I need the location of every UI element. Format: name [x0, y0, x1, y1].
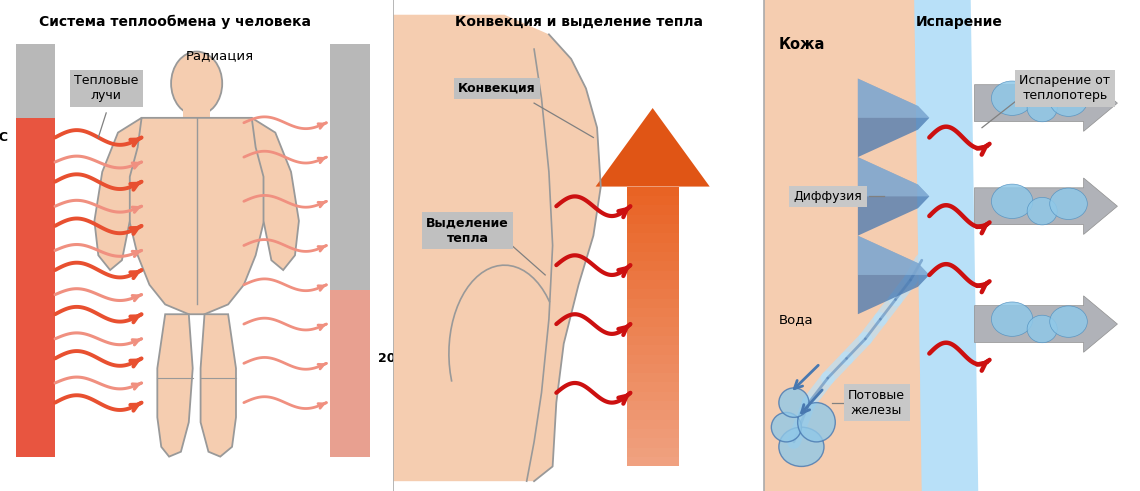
Text: Испарение: Испарение	[915, 15, 1003, 29]
Polygon shape	[858, 236, 929, 314]
FancyArrow shape	[975, 178, 1117, 235]
Ellipse shape	[1027, 315, 1057, 343]
Text: 50°C: 50°C	[0, 131, 8, 144]
Text: Тепловые
лучи: Тепловые лучи	[74, 74, 138, 103]
Ellipse shape	[1027, 94, 1057, 122]
Ellipse shape	[1027, 197, 1057, 225]
Bar	[627, 438, 678, 448]
Text: Радиация: Радиация	[186, 49, 254, 62]
Bar	[627, 401, 678, 410]
Polygon shape	[858, 157, 929, 236]
Ellipse shape	[798, 403, 836, 442]
Text: Конвекция и выделение тепла: Конвекция и выделение тепла	[455, 15, 702, 29]
Bar	[627, 429, 678, 438]
Bar	[627, 289, 678, 299]
Ellipse shape	[779, 388, 809, 417]
Bar	[627, 280, 678, 289]
Ellipse shape	[992, 81, 1033, 115]
Bar	[627, 271, 678, 280]
Circle shape	[171, 52, 222, 115]
Bar	[627, 215, 678, 224]
Ellipse shape	[992, 184, 1033, 218]
Bar	[627, 382, 678, 392]
Text: Вода: Вода	[779, 313, 814, 326]
Bar	[627, 252, 678, 261]
Bar	[627, 299, 678, 308]
Bar	[627, 233, 678, 243]
Polygon shape	[157, 314, 193, 457]
Text: Кожа: Кожа	[779, 37, 825, 52]
Bar	[627, 457, 678, 466]
Bar	[764, 0, 937, 491]
Text: Диффузия: Диффузия	[793, 190, 862, 203]
Bar	[627, 308, 678, 317]
FancyArrow shape	[975, 75, 1117, 131]
Bar	[627, 373, 678, 382]
Text: Конвекция: Конвекция	[458, 82, 536, 95]
Bar	[331, 290, 369, 457]
Bar	[627, 327, 678, 336]
Bar	[627, 224, 678, 233]
Polygon shape	[858, 79, 929, 118]
Ellipse shape	[992, 302, 1033, 336]
Ellipse shape	[1050, 85, 1088, 116]
Polygon shape	[95, 118, 141, 270]
Bar	[182, 88, 211, 118]
Polygon shape	[393, 15, 601, 481]
Bar	[331, 44, 369, 290]
Text: Система теплообмена у человека: Система теплообмена у человека	[39, 15, 311, 29]
Ellipse shape	[1050, 188, 1088, 219]
Text: Потовые
железы: Потовые железы	[848, 388, 905, 417]
Bar	[627, 355, 678, 364]
Bar	[627, 345, 678, 355]
Text: 20°C: 20°C	[377, 352, 410, 365]
Ellipse shape	[1050, 306, 1088, 337]
Text: Испарение от
теплопотерь: Испарение от теплопотерь	[1019, 74, 1110, 103]
Bar	[16, 44, 55, 118]
Ellipse shape	[772, 412, 801, 442]
Bar	[16, 118, 55, 457]
Bar	[627, 205, 678, 215]
Polygon shape	[858, 236, 929, 275]
Polygon shape	[858, 79, 929, 157]
Polygon shape	[201, 314, 236, 457]
Bar	[627, 243, 678, 252]
Polygon shape	[914, 0, 933, 491]
Polygon shape	[595, 108, 710, 187]
Bar	[627, 448, 678, 457]
Bar	[627, 336, 678, 345]
Bar	[627, 420, 678, 429]
Bar	[627, 410, 678, 420]
Polygon shape	[252, 118, 299, 270]
Bar	[627, 196, 678, 205]
Bar	[627, 187, 678, 196]
Ellipse shape	[779, 427, 824, 466]
Bar	[627, 317, 678, 327]
Polygon shape	[125, 118, 268, 314]
FancyArrow shape	[975, 296, 1117, 353]
Text: Выделение
тепла: Выделение тепла	[426, 217, 508, 245]
Bar	[627, 261, 678, 271]
Bar	[627, 364, 678, 373]
Polygon shape	[858, 157, 929, 196]
Bar	[627, 392, 678, 401]
Polygon shape	[914, 0, 978, 491]
